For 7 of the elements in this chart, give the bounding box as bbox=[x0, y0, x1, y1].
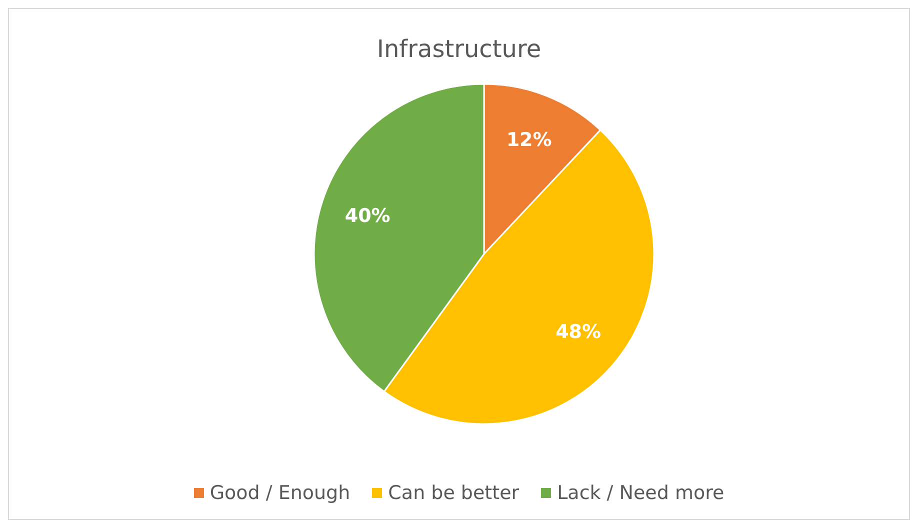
data-label: 48% bbox=[556, 321, 602, 344]
chart-title: Infrastructure bbox=[376, 35, 542, 63]
legend-label: Can be better bbox=[387, 482, 520, 504]
legend-label: Lack / Need more bbox=[556, 482, 724, 504]
data-label: 12% bbox=[506, 129, 552, 152]
data-label: 40% bbox=[344, 205, 390, 228]
legend-label: Good / Enough bbox=[208, 482, 350, 504]
